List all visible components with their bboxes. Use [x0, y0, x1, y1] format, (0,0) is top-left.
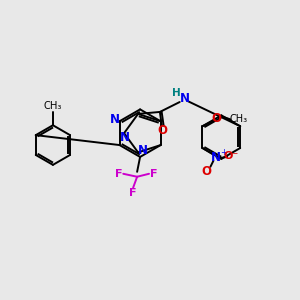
- Text: CH₃: CH₃: [44, 101, 62, 111]
- Text: H: H: [172, 88, 181, 98]
- Text: O: O: [158, 124, 168, 137]
- Text: O⁻: O⁻: [224, 151, 239, 161]
- Text: N: N: [180, 92, 190, 105]
- Text: CH₃: CH₃: [229, 114, 247, 124]
- Text: +: +: [220, 148, 227, 158]
- Text: N: N: [110, 113, 119, 126]
- Text: F: F: [150, 169, 158, 179]
- Text: N: N: [211, 152, 221, 164]
- Text: N: N: [120, 130, 130, 144]
- Text: F: F: [115, 169, 122, 179]
- Text: O: O: [211, 112, 221, 125]
- Text: F: F: [129, 188, 137, 198]
- Text: N: N: [138, 144, 148, 157]
- Text: O: O: [201, 165, 212, 178]
